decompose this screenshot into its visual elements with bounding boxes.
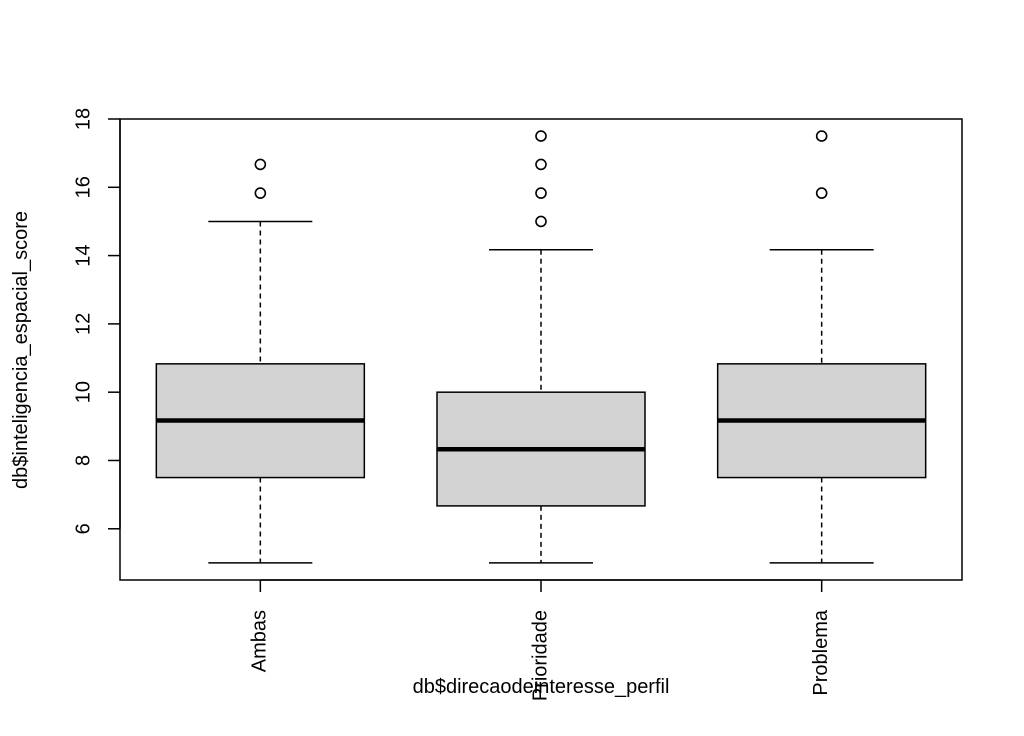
outlier-point [535, 130, 547, 142]
outlier-point [254, 158, 267, 171]
y-tick-label: 16 [72, 176, 94, 198]
y-tick-label: 12 [72, 313, 94, 335]
outlier-point [535, 215, 547, 228]
box-group [155, 158, 366, 564]
x-axis-title: db$direcaodeinteresse_perfil [413, 676, 670, 698]
boxes-layer [155, 130, 927, 564]
y-tick-label: 18 [72, 108, 94, 130]
box-group [436, 130, 646, 564]
x-tick-label: Ambas [249, 610, 271, 672]
y-tick-label: 6 [72, 523, 94, 534]
box-group [716, 130, 927, 564]
x-axis: Ambas Prioridade Problema [249, 579, 832, 701]
outlier-point [535, 187, 547, 199]
y-tick-label: 10 [72, 381, 94, 403]
outlier-point [815, 130, 828, 142]
x-tick-label: Prioridade [529, 610, 551, 701]
x-tick-label: Problema [810, 609, 832, 695]
y-axis-title: db$inteligencia_espacial_score [10, 211, 32, 489]
y-axis: 6 8 10 12 14 16 18 [72, 108, 121, 534]
y-tick-label: 14 [72, 244, 94, 266]
outlier-point [535, 158, 547, 171]
outlier-point [815, 187, 828, 199]
y-tick-label: 8 [72, 455, 94, 466]
outlier-point [254, 187, 267, 199]
